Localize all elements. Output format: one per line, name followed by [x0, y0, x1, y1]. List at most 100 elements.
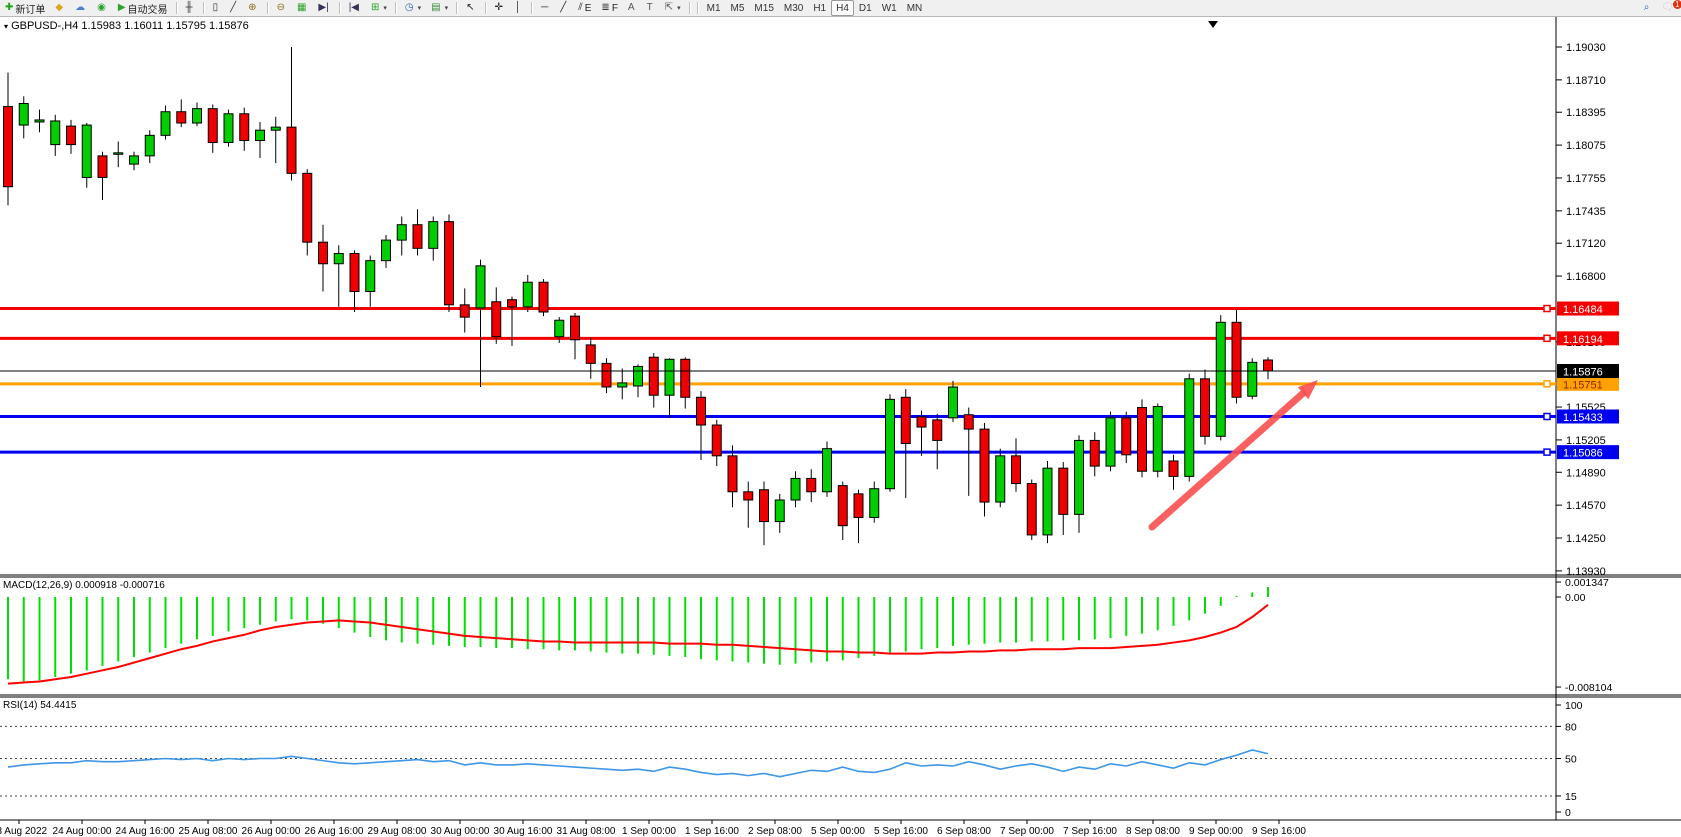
- svg-text:15: 15: [1565, 791, 1577, 803]
- channel-button-label: E: [584, 2, 592, 14]
- auto-scroll-icon: ▶|: [318, 2, 329, 13]
- new-order-button[interactable]: ✚ 新订单: [1, 0, 49, 16]
- candlestick-chart-button[interactable]: ▯: [209, 0, 225, 16]
- notification-badge: 1: [1672, 0, 1681, 9]
- metaeditor-icon-icon: ◆: [55, 2, 64, 13]
- svg-text:1.16484: 1.16484: [1563, 304, 1603, 316]
- auto-scroll-button[interactable]: ▶|: [314, 0, 334, 16]
- macd-main-value: 0.000918: [75, 580, 117, 591]
- horizontal-line-button[interactable]: ─: [537, 0, 554, 16]
- chart-area[interactable]: 1.19030 1.18710 1.18395 1.18075 1.17755 1.174…: [0, 16, 1681, 837]
- chevron-down-icon[interactable]: ▾: [417, 5, 422, 12]
- svg-text:0.001347: 0.001347: [1565, 577, 1609, 589]
- svg-text:7 Sep 00:00: 7 Sep 00:00: [1000, 826, 1054, 837]
- svg-text:0: 0: [1565, 807, 1571, 819]
- new-chart-button[interactable]: ⊞ ▾: [367, 0, 391, 16]
- tile-windows-icon: ▦: [296, 2, 307, 13]
- timeframe-m30-button[interactable]: M30: [783, 2, 804, 14]
- cursor-button[interactable]: ↖: [462, 0, 480, 16]
- svg-text:50: 50: [1565, 754, 1577, 766]
- chevron-down-icon[interactable]: ▾: [383, 5, 387, 12]
- chevron-down-icon[interactable]: ▾: [444, 5, 449, 12]
- zoom-in-icon: ⊕: [248, 2, 257, 13]
- vertical-line-icon: │: [514, 2, 522, 13]
- hline-anchor[interactable]: [1543, 412, 1551, 421]
- macd-indicator-label: MACD(12,26,9) 0.000918 -0.000716: [3, 580, 165, 591]
- toolbar-separator: [266, 2, 269, 14]
- chevron-down-icon[interactable]: ▾: [677, 5, 681, 12]
- periods-icon: ◷: [404, 2, 414, 13]
- text-icon: A: [627, 2, 635, 13]
- svg-text:2 Sep 08:00: 2 Sep 08:00: [748, 826, 802, 837]
- crosshair-button[interactable]: ✛: [491, 0, 509, 16]
- toolbar-separator: [202, 2, 205, 14]
- indicators-button[interactable]: ▤ ▾: [427, 0, 452, 16]
- search-icon[interactable]: ⌕: [1640, 0, 1656, 16]
- svg-text:1.16194: 1.16194: [1563, 334, 1603, 346]
- periods-button[interactable]: ◷ ▾: [401, 0, 425, 16]
- timeframe-m1-button[interactable]: M1: [706, 2, 721, 14]
- svg-text:1.18075: 1.18075: [1566, 140, 1606, 152]
- bar-chart-button[interactable]: ╫: [182, 0, 199, 16]
- hline-anchor[interactable]: [1543, 448, 1551, 456]
- svg-text:1.17435: 1.17435: [1566, 206, 1606, 218]
- zoom-out-button[interactable]: ⊖: [273, 0, 291, 16]
- chart-window[interactable]: 1.19030 1.18710 1.18395 1.18075 1.17755 1.174…: [0, 16, 1681, 837]
- svg-text:1.13930: 1.13930: [1566, 566, 1606, 578]
- toolbar-separator: [338, 2, 341, 14]
- trendline-icon: ╱: [560, 2, 567, 13]
- svg-text:31 Aug 08:00: 31 Aug 08:00: [557, 826, 616, 837]
- main-toolbar: ✚ 新订单 ◆ ☁ ◉ ▶ 自动交易 ╫ ▯ ╱ ⊕ ⊖ ▦ ▶| |◀ ⊞ ▾ ◷ ▾ ▤ ▾ ↖ ✛ │ ─ ╱ ⫽ E ≣ F A T ⇱…: [0, 0, 1681, 17]
- time-axis[interactable]: 23 Aug 2022 24 Aug 00:00 24 Aug 16:00 25 Au…: [0, 820, 1306, 837]
- hline-anchor[interactable]: [1543, 334, 1551, 343]
- notifications-icon[interactable]: 🗨 1: [1657, 0, 1681, 16]
- timeframe-m15-button[interactable]: M15: [754, 2, 774, 14]
- fibonacci-button[interactable]: ≣ F: [597, 0, 622, 16]
- chart-shift-button[interactable]: |◀: [345, 0, 365, 16]
- timeframe-h4-button[interactable]: H4: [831, 0, 854, 16]
- cursor-icon: ↖: [466, 2, 475, 13]
- hline-anchor[interactable]: [1543, 304, 1551, 313]
- toolbar-separator: [696, 2, 699, 14]
- line-chart-icon: ╱: [230, 2, 237, 13]
- svg-text:5 Sep 16:00: 5 Sep 16:00: [874, 826, 928, 837]
- news-icon-icon: ◉: [97, 2, 106, 13]
- macd-signal-value: -0.000716: [119, 580, 165, 591]
- symbol-ohlc-text: GBPUSD-,H4 1.15983 1.16011 1.15795 1.158…: [11, 20, 249, 32]
- line-chart-button[interactable]: ╱: [226, 0, 242, 16]
- crosshair-icon: ✛: [494, 2, 503, 13]
- timeframe-mn-button[interactable]: MN: [906, 2, 923, 14]
- svg-text:24 Aug 00:00: 24 Aug 00:00: [53, 826, 112, 837]
- trendline-button[interactable]: ╱: [556, 0, 572, 16]
- timeframe-h1-button[interactable]: H1: [813, 2, 827, 14]
- fibonacci-button-label: F: [611, 2, 618, 14]
- candlestick-chart-icon: ▯: [212, 2, 219, 13]
- zoom-in-button[interactable]: ⊕: [244, 0, 262, 16]
- channel-button[interactable]: ⫽ E: [574, 0, 595, 16]
- metaeditor-icon[interactable]: ◆: [51, 0, 69, 16]
- svg-text:1.15876: 1.15876: [1563, 366, 1603, 378]
- price-scale[interactable]: 1.19030 1.18710 1.18395 1.18075 1.17755 1.174…: [1556, 42, 1619, 578]
- svg-text:24 Aug 16:00: 24 Aug 16:00: [116, 826, 175, 837]
- chart-shift-marker[interactable]: [1208, 21, 1218, 28]
- tile-windows-button[interactable]: ▦: [293, 0, 312, 16]
- timeframe-m5-button[interactable]: M5: [730, 2, 745, 14]
- news-icon[interactable]: ◉: [93, 0, 112, 16]
- new-order-icon: ✚: [5, 2, 14, 13]
- timeframe-w1-button[interactable]: W1: [881, 2, 897, 14]
- hline-anchor[interactable]: [1543, 380, 1551, 388]
- vertical-line-button[interactable]: │: [511, 0, 527, 16]
- toolbar-separator: [456, 2, 459, 14]
- text-label-button[interactable]: T: [643, 0, 659, 16]
- arrow-annotation[interactable]: [1148, 380, 1318, 531]
- arrows-tool-button[interactable]: ⇱ ▾: [661, 0, 685, 16]
- text-button[interactable]: A: [624, 0, 641, 16]
- timeframe-d1-button[interactable]: D1: [858, 2, 872, 14]
- autotrading-button[interactable]: ▶ 自动交易: [114, 0, 172, 16]
- profile-icon[interactable]: ☁: [71, 0, 91, 16]
- svg-text:1.14570: 1.14570: [1566, 500, 1606, 512]
- svg-text:1.14890: 1.14890: [1566, 467, 1606, 479]
- macd-name: MACD(12,26,9): [3, 580, 73, 591]
- indicators-icon: ▤: [431, 2, 441, 13]
